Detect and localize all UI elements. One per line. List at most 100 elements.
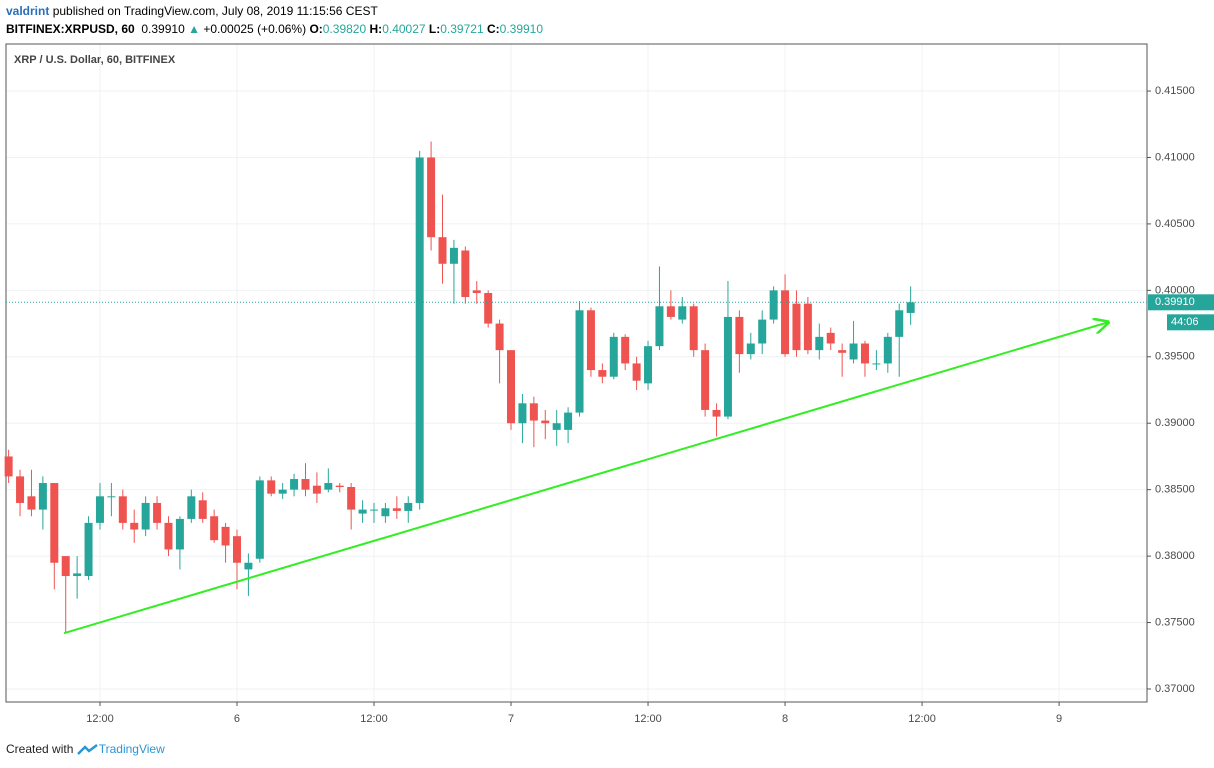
- candle-body: [130, 522, 139, 530]
- candle-body: [575, 310, 584, 413]
- candle-body: [758, 319, 767, 344]
- x-tick-label: 6: [234, 713, 240, 725]
- candle-body: [895, 310, 904, 337]
- plot-frame: [5, 43, 1148, 703]
- candle-body: [746, 343, 755, 355]
- candle-body: [210, 516, 219, 541]
- candle-body: [415, 157, 424, 503]
- candle-body: [255, 480, 264, 559]
- candle-body: [792, 303, 801, 351]
- author[interactable]: valdrint: [6, 4, 50, 18]
- candle-body: [141, 502, 150, 530]
- candle-body: [404, 502, 413, 511]
- candle-body: [50, 483, 59, 563]
- ohlc-label: H:: [369, 22, 383, 36]
- candle-body: [689, 306, 698, 351]
- candle-body: [73, 573, 82, 577]
- candle-body: [621, 336, 630, 364]
- y-tick-label: 0.40500: [1155, 218, 1195, 230]
- candle-body: [495, 323, 504, 351]
- candle-body: [16, 476, 25, 503]
- candle-body: [781, 290, 790, 355]
- candle-body: [153, 502, 162, 523]
- footer: Created with TradingView: [6, 742, 165, 756]
- candle-body: [312, 485, 321, 494]
- price: 0.39910: [141, 22, 185, 36]
- publish-line: valdrint published on TradingView.com, J…: [6, 4, 378, 18]
- candle-body: [666, 306, 675, 317]
- candle-body: [381, 508, 390, 517]
- ohlc-value: 0.39721: [440, 22, 484, 36]
- x-tick-label: 12:00: [86, 713, 114, 725]
- candle-body: [95, 496, 104, 523]
- candle-body: [529, 403, 538, 421]
- x-tick-label: 7: [508, 713, 514, 725]
- candle-body: [906, 302, 915, 313]
- candle-body: [769, 290, 778, 320]
- trend-line: [63, 322, 1108, 635]
- candle-body: [461, 250, 470, 297]
- candle-body: [198, 500, 207, 519]
- candle-body: [838, 350, 847, 353]
- candle-body: [290, 479, 299, 490]
- candle-body: [449, 247, 458, 264]
- candle-body: [803, 303, 812, 351]
- y-tick-label: 0.39000: [1155, 417, 1195, 429]
- candle-body: [849, 343, 858, 360]
- price-label: 0.39910: [1155, 296, 1195, 308]
- symbol: BITFINEX:XRPUSD, 60: [6, 22, 135, 36]
- ohlc-label: C:: [486, 22, 500, 36]
- y-tick-label: 0.38500: [1155, 484, 1195, 496]
- candle-body: [872, 363, 881, 365]
- candle-body: [552, 423, 561, 430]
- candle-body: [586, 310, 595, 371]
- candle-body: [107, 496, 116, 498]
- y-tick-label: 0.37000: [1155, 683, 1195, 695]
- chart-title: XRP / U.S. Dollar, 60, BITFINEX: [14, 54, 176, 66]
- candle-body: [221, 526, 230, 546]
- candle-body: [518, 403, 527, 424]
- x-tick-label: 8: [782, 713, 788, 725]
- published: published on TradingView.com, July 08, 2…: [52, 4, 378, 18]
- candle-body: [84, 522, 93, 577]
- candle-body: [826, 332, 835, 344]
- ohlc-value: 0.39820: [322, 22, 367, 36]
- ohlc-label: O:: [309, 22, 323, 36]
- candle-body: [484, 293, 493, 324]
- x-tick-label: 12:00: [908, 713, 936, 725]
- candle-body: [427, 157, 436, 238]
- candle-body: [301, 479, 310, 490]
- y-tick-label: 0.41500: [1155, 85, 1195, 97]
- candle-body: [712, 409, 721, 417]
- symbol-line: BITFINEX:XRPUSD, 60 0.39910 ▲ +0.00025 (…: [6, 22, 543, 36]
- candle-body: [860, 343, 869, 364]
- ohlc-value: 0.40027: [382, 22, 426, 36]
- x-tick-label: 9: [1056, 713, 1062, 725]
- candle-body: [678, 306, 687, 320]
- candle-body: [358, 509, 367, 514]
- candle-body: [244, 562, 253, 570]
- candle-body: [472, 290, 481, 294]
- candle-body: [164, 522, 173, 550]
- candle-body: [564, 412, 573, 430]
- y-tick-label: 0.40000: [1155, 284, 1195, 296]
- candle-body: [392, 508, 401, 511]
- ohlc: O:0.39820 H:0.40027 L:0.39721 C:0.39910: [309, 22, 543, 36]
- y-tick-label: 0.37500: [1155, 616, 1195, 628]
- candle-body: [370, 509, 379, 511]
- footer-brand[interactable]: TradingView: [98, 742, 165, 756]
- candle-body: [438, 237, 447, 264]
- candle-body: [723, 316, 732, 417]
- ohlc-value: 0.39910: [499, 22, 544, 36]
- candle-body: [324, 483, 333, 490]
- candle-body: [61, 556, 70, 577]
- candle-body: [267, 480, 276, 494]
- candle-body: [735, 316, 744, 355]
- candle-body: [632, 363, 641, 381]
- countdown-box: [1167, 314, 1214, 331]
- chart: XRP / U.S. Dollar, 60, BITFINEX 0.37000 0…: [4, 43, 1214, 725]
- candle-body: [541, 420, 550, 424]
- candle-body: [815, 336, 824, 351]
- candle-body: [278, 489, 287, 494]
